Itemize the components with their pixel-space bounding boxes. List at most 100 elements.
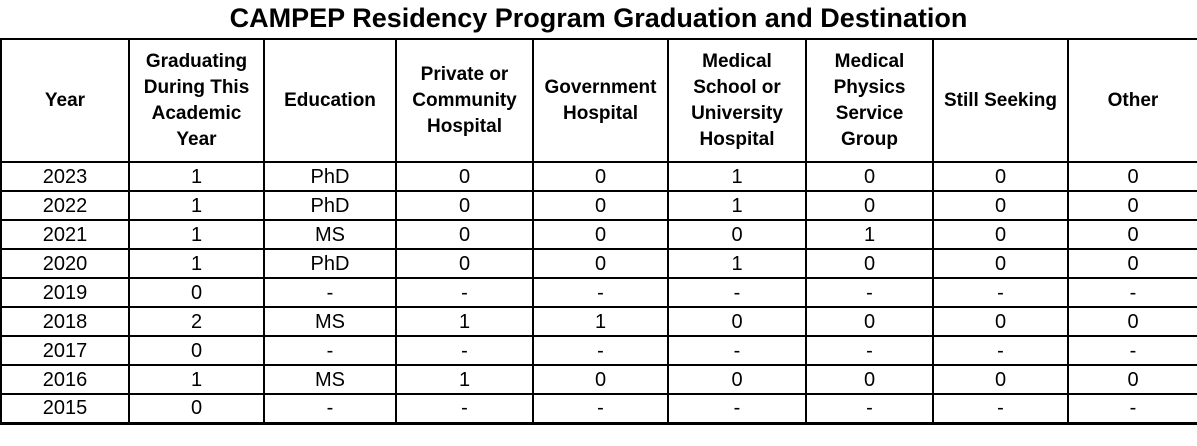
table-cell: - [1067, 335, 1197, 366]
column-header-graduating-during-this-academic-year: Graduating During This Academic Year [128, 38, 265, 163]
table-cell: 1 [395, 306, 534, 337]
year-cell: 2021 [0, 219, 130, 250]
table-cell: 0 [932, 306, 1069, 337]
year-cell: 2023 [0, 161, 130, 192]
table-cell: 0 [1067, 219, 1197, 250]
table-cell: 1 [667, 248, 807, 279]
table-cell: 0 [1067, 248, 1197, 279]
graduation-destination-table: Year Graduating During This Academic Year… [0, 38, 1197, 425]
year-cell: 2022 [0, 190, 130, 221]
table-cell: PhD [263, 248, 397, 279]
column-header-medical-physics-service-group: Medical Physics Service Group [805, 38, 934, 163]
table-cell: 0 [395, 219, 534, 250]
page-title: CAMPEP Residency Program Graduation and … [229, 3, 968, 33]
table-cell: 0 [805, 190, 934, 221]
table-row-2019: 2019 0- - - - - - - [0, 277, 1197, 308]
column-header-other: Other [1067, 38, 1197, 163]
table-cell: 1 [128, 161, 265, 192]
table-body: 2023 1 PhD 0 0 1 0 0 0 2022 1 PhD 0 0 1 0 0 0 2021 1 MS 0 0 0 1 0… [0, 161, 1197, 424]
header-row: Year Graduating During This Academic Year… [0, 38, 1197, 163]
table-cell: 0 [532, 248, 669, 279]
table-row-2018: 2018 2 MS 1 1 0 0 0 0 [0, 306, 1197, 337]
table-row-2017: 2017 0- - - - - - - [0, 335, 1197, 366]
table-cell: 1 [128, 364, 265, 395]
table-cell: - [263, 277, 397, 308]
table-row-2021: 2021 1 MS 0 0 0 1 0 0 [0, 219, 1197, 250]
table-cell: - [263, 335, 397, 366]
table-cell: PhD [263, 161, 397, 192]
table-row-2016: 2016 1 MS 1 0 0 0 0 0 [0, 364, 1197, 395]
table-cell: - [667, 277, 807, 308]
table-cell: 1 [395, 364, 534, 395]
table-cell: 0 [667, 364, 807, 395]
table-cell: - [532, 277, 669, 308]
table-cell: 2 [128, 306, 265, 337]
table-cell: - [805, 335, 934, 366]
table-cell: 1 [805, 219, 934, 250]
column-header-private-or-community-hospital: Private or Community Hospital [395, 38, 534, 163]
table-row-2020: 2020 1 PhD 0 0 1 0 0 0 [0, 248, 1197, 279]
table-cell: - [532, 335, 669, 366]
table-cell: - [667, 335, 807, 366]
table-cell: 0 [1067, 161, 1197, 192]
table-cell: - [932, 335, 1069, 366]
year-cell: 2017 [0, 335, 130, 366]
column-header-education: Education [263, 38, 397, 163]
table-cell: - [805, 393, 934, 424]
table-cell: 0 [128, 277, 265, 308]
table-cell: 0 [932, 219, 1069, 250]
year-cell: 2015 [0, 393, 130, 424]
table-cell: 0 [128, 393, 265, 424]
table-cell: 0 [805, 248, 934, 279]
table-cell: 1 [128, 248, 265, 279]
column-header-medical-school-or-university-hospital: Medical School or University Hospital [667, 38, 807, 163]
table-cell: 0 [395, 161, 534, 192]
table-cell: 1 [128, 219, 265, 250]
table-header: Year Graduating During This Academic Year… [0, 38, 1197, 163]
table-cell: 1 [532, 306, 669, 337]
table-cell: MS [263, 219, 397, 250]
table-cell: - [395, 393, 534, 424]
table-cell: - [1067, 393, 1197, 424]
table-cell: - [263, 393, 397, 424]
column-header-government-hospital: Government Hospital [532, 38, 669, 163]
table-cell: 0 [395, 190, 534, 221]
table-row-2023: 2023 1 PhD 0 0 1 0 0 0 [0, 161, 1197, 192]
table-cell: 0 [532, 190, 669, 221]
table-cell: 0 [532, 364, 669, 395]
table-cell: 0 [395, 248, 534, 279]
table-cell: 0 [932, 364, 1069, 395]
table-cell: - [532, 393, 669, 424]
table-cell: MS [263, 306, 397, 337]
table-cell: 0 [1067, 364, 1197, 395]
table-cell: - [1067, 277, 1197, 308]
table-cell: 0 [667, 219, 807, 250]
table-cell: 0 [932, 190, 1069, 221]
column-header-year: Year [0, 38, 130, 163]
table-cell: 0 [932, 248, 1069, 279]
column-header-still-seeking: Still Seeking [932, 38, 1069, 163]
year-cell: 2018 [0, 306, 130, 337]
table-row-2022: 2022 1 PhD 0 0 1 0 0 0 [0, 190, 1197, 221]
table-cell: - [395, 277, 534, 308]
year-cell: 2020 [0, 248, 130, 279]
table-cell: 0 [532, 161, 669, 192]
table-cell: 0 [1067, 306, 1197, 337]
table-cell: - [932, 277, 1069, 308]
year-cell: 2019 [0, 277, 130, 308]
table-cell: 1 [667, 161, 807, 192]
table-cell: 1 [667, 190, 807, 221]
table-row-2015: 2015 0- - - - - - - [0, 393, 1197, 424]
table-cell: 0 [932, 161, 1069, 192]
table-cell: 1 [128, 190, 265, 221]
table-cell: - [667, 393, 807, 424]
table-cell: - [932, 393, 1069, 424]
table-cell: - [395, 335, 534, 366]
table-cell: 0 [128, 335, 265, 366]
table-cell: 0 [805, 364, 934, 395]
table-cell: MS [263, 364, 397, 395]
year-cell: 2016 [0, 364, 130, 395]
table-cell: 0 [1067, 190, 1197, 221]
table-cell: 0 [805, 161, 934, 192]
